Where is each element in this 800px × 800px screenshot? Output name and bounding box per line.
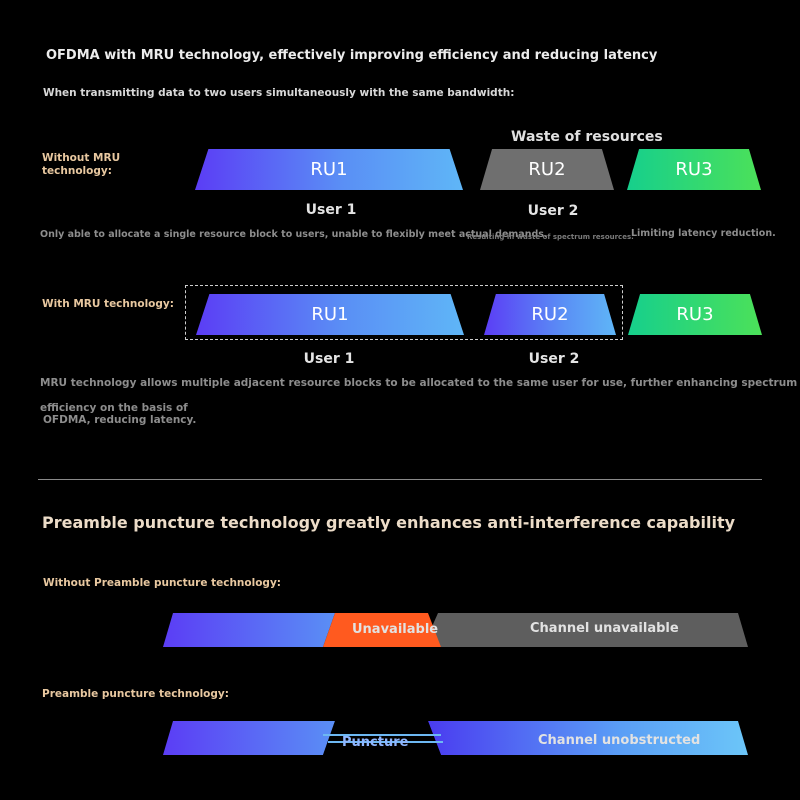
mru-group-dashed-box xyxy=(185,285,623,340)
ru1-block-without-mru: RU1 xyxy=(195,149,463,190)
blue-segment xyxy=(163,613,335,647)
user2-label-without-mru: User 2 xyxy=(527,203,579,219)
user2-label-with-mru: User 2 xyxy=(528,351,580,367)
ru3-label: RU3 xyxy=(676,304,714,325)
ru3-label: RU3 xyxy=(675,159,713,180)
channel-unobstructed-label: Channel unobstructed xyxy=(538,733,701,748)
without-mru-label: Without MRU technology: xyxy=(42,152,121,177)
user1-label-with-mru: User 1 xyxy=(303,351,355,367)
without-puncture-label: Without Preamble puncture technology: xyxy=(43,577,281,589)
with-mru-note-line1: MRU technology allows multiple adjacent … xyxy=(40,377,798,389)
without-mru-note-latency: Limiting latency reduction. xyxy=(631,228,776,239)
gray-segment xyxy=(423,613,748,647)
with-mru-label: With MRU technology: xyxy=(42,298,174,310)
section2-title: Preamble puncture technology greatly enh… xyxy=(42,513,736,532)
waste-of-resources-label: Waste of resources xyxy=(511,129,663,145)
channel-bar-with-puncture: Puncture Channel unobstructed xyxy=(163,721,748,755)
with-puncture-label: Preamble puncture technology: xyxy=(42,688,229,700)
unavailable-label: Unavailable xyxy=(352,622,439,637)
without-mru-note-waste: Resulting in waste of spectrum resources… xyxy=(467,233,634,241)
puncture-gap xyxy=(323,721,441,755)
channel-bar-without-puncture: Unavailable Channel unavailable xyxy=(163,613,748,647)
ru2-block-with-mru: RU2 xyxy=(484,294,616,335)
with-mru-note-line3: OFDMA, reducing latency. xyxy=(43,414,197,426)
ru1-label: RU1 xyxy=(310,159,348,180)
ru2-label: RU2 xyxy=(531,304,569,325)
channel-unavailable-label: Channel unavailable xyxy=(530,621,679,636)
ru3-block-with-mru: RU3 xyxy=(628,294,762,335)
ru3-block-without-mru: RU3 xyxy=(627,149,761,190)
ru1-label: RU1 xyxy=(311,304,349,325)
section-divider xyxy=(38,479,762,480)
ru1-block-with-mru: RU1 xyxy=(196,294,464,335)
without-mru-note-allocation: Only able to allocate a single resource … xyxy=(40,229,548,240)
ru2-block-without-mru: RU2 xyxy=(480,149,614,190)
puncture-label: Puncture xyxy=(342,735,409,750)
blue-segment-left xyxy=(163,721,335,755)
puncture-bar-shapes xyxy=(163,721,748,755)
section1-subtitle: When transmitting data to two users simu… xyxy=(43,87,515,99)
channel-bar-shapes xyxy=(163,613,748,647)
section1-title: OFDMA with MRU technology, effectively i… xyxy=(46,48,658,63)
user1-label-without-mru: User 1 xyxy=(305,202,357,218)
with-mru-note-line2: efficiency on the basis of xyxy=(40,402,188,414)
ru2-label: RU2 xyxy=(528,159,566,180)
orange-unavailable-segment xyxy=(323,613,441,647)
blue-segment-right xyxy=(428,721,748,755)
